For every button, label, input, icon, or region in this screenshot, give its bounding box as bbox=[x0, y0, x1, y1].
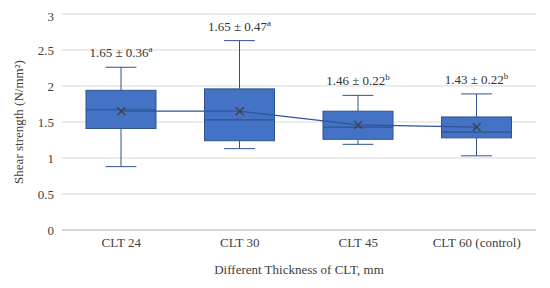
svg-text:2.5: 2.5 bbox=[38, 43, 54, 58]
svg-text:CLT 30: CLT 30 bbox=[220, 235, 259, 250]
svg-text:1.65 ± 0.36a: 1.65 ± 0.36a bbox=[89, 44, 152, 60]
svg-text:1: 1 bbox=[48, 151, 55, 166]
svg-text:0.5: 0.5 bbox=[38, 187, 54, 202]
svg-text:1.43 ± 0.22b: 1.43 ± 0.22b bbox=[445, 71, 509, 87]
svg-text:1.46 ± 0.22b: 1.46 ± 0.22b bbox=[326, 72, 390, 88]
svg-text:3: 3 bbox=[48, 9, 55, 24]
svg-text:CLT 60 (control): CLT 60 (control) bbox=[433, 235, 521, 250]
svg-text:Different Thickness of CLT, mm: Different Thickness of CLT, mm bbox=[214, 262, 384, 277]
svg-text:1.65 ± 0.47a: 1.65 ± 0.47a bbox=[208, 18, 271, 34]
svg-text:CLT 24: CLT 24 bbox=[102, 235, 142, 250]
svg-text:Shear strength (N/mm²): Shear strength (N/mm²) bbox=[11, 60, 26, 184]
svg-text:2: 2 bbox=[48, 79, 55, 94]
svg-text:0: 0 bbox=[48, 223, 55, 238]
svg-text:1.5: 1.5 bbox=[38, 115, 54, 130]
svg-text:CLT 45: CLT 45 bbox=[339, 235, 378, 250]
